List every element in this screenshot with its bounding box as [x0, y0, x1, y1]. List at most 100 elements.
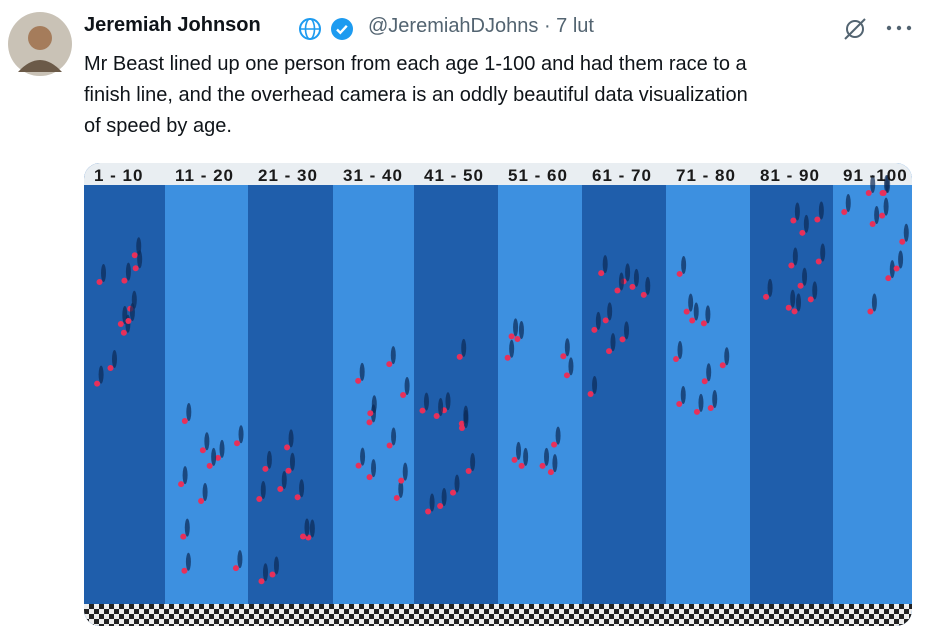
runner: [815, 258, 822, 265]
lane: [750, 163, 833, 626]
lane-label: 11 - 20: [175, 166, 234, 185]
runner: [563, 372, 570, 379]
runner: [450, 489, 457, 496]
runner: [788, 262, 795, 269]
runner: [693, 408, 700, 415]
runner: [885, 275, 892, 282]
runner-shadow: [299, 479, 305, 498]
runner-shadow: [238, 425, 244, 444]
runner: [867, 308, 874, 315]
runner-shadow: [523, 447, 529, 466]
runner-shadow: [564, 338, 570, 357]
runner: [120, 329, 127, 336]
finish-line: [84, 604, 912, 626]
runner-shadow: [289, 452, 295, 471]
runner-shadow: [129, 302, 135, 321]
runner-shadow: [796, 293, 802, 312]
tweet-text: of speed by age.: [84, 115, 232, 137]
runner: [587, 391, 594, 398]
runner-shadow: [513, 318, 519, 337]
lane: [165, 163, 248, 626]
runner: [437, 503, 444, 510]
runner-shadow: [871, 293, 877, 312]
runner: [629, 283, 636, 290]
runner: [763, 293, 770, 300]
runner-shadow: [544, 447, 550, 466]
runner: [94, 380, 101, 387]
lane: [666, 163, 750, 626]
runner-shadow: [516, 441, 522, 460]
runner: [551, 441, 558, 448]
runner: [683, 308, 690, 315]
runner-shadow: [712, 389, 718, 408]
runner-shadow: [398, 479, 404, 498]
runner-shadow: [204, 432, 210, 451]
runner: [591, 326, 598, 333]
globe-icon: [299, 18, 321, 40]
lane-label: 71 - 80: [676, 166, 736, 185]
author-handle[interactable]: @JeremiahDJohns · 7 lut: [368, 15, 594, 38]
runner-shadow: [792, 247, 798, 266]
runner: [676, 270, 683, 277]
timestamp: · 7 lut: [543, 15, 594, 37]
runner: [719, 362, 726, 369]
runner: [785, 304, 792, 311]
runner-shadow: [391, 427, 397, 446]
runner-shadow: [185, 552, 191, 571]
runner-shadow: [288, 429, 294, 448]
lane: [498, 163, 582, 626]
runner-shadow: [438, 397, 444, 416]
runner-shadow: [260, 480, 266, 499]
runner: [893, 265, 900, 272]
runner: [807, 296, 814, 303]
runner: [899, 238, 906, 245]
runner-shadow: [698, 393, 704, 412]
runner: [132, 265, 139, 272]
runner-shadow: [607, 302, 613, 321]
runner: [689, 317, 696, 324]
runner: [121, 277, 128, 284]
lane-label: 91 -100: [843, 166, 908, 185]
runner: [797, 282, 804, 289]
runner-shadow: [429, 493, 435, 512]
runner: [367, 410, 374, 417]
runner-shadow: [111, 350, 117, 369]
lane-label: 51 - 60: [508, 166, 568, 185]
runner-shadow: [461, 338, 467, 357]
runner-shadow: [371, 459, 377, 478]
runner: [178, 481, 185, 488]
runner-shadow: [645, 276, 651, 295]
runner: [514, 335, 521, 342]
runner-shadow: [602, 255, 608, 274]
runner: [284, 444, 291, 451]
runner-shadow: [610, 333, 616, 352]
runner: [707, 404, 714, 411]
runner: [198, 498, 205, 505]
runner: [791, 308, 798, 315]
runner-shadow: [595, 311, 601, 330]
runner-shadow: [767, 278, 773, 297]
author-name[interactable]: Jeremiah Johnson: [84, 14, 261, 36]
tweet-text: finish line, and the overhead camera is …: [84, 84, 748, 106]
lane-label: 21 - 30: [258, 166, 318, 185]
runner-shadow: [688, 293, 694, 312]
tweet-image[interactable]: 1 - 10 11 - 20 21 - 30 31 - 40 41 - 50 51 - 6…: [84, 163, 912, 626]
runner: [398, 477, 405, 484]
avatar[interactable]: [8, 12, 72, 76]
runner: [269, 571, 276, 578]
runner: [181, 418, 188, 425]
runner: [199, 447, 206, 454]
runner-shadow: [903, 223, 909, 242]
lane: [84, 163, 165, 626]
runner-shadow: [125, 262, 131, 281]
runner: [676, 400, 683, 407]
runner: [107, 365, 114, 372]
runner: [206, 462, 213, 469]
runner: [619, 336, 626, 343]
runner: [673, 356, 680, 363]
grok-icon[interactable]: [842, 16, 868, 42]
more-button[interactable]: [884, 22, 914, 34]
runner: [458, 425, 465, 432]
runner-shadow: [463, 410, 469, 429]
runner: [96, 279, 103, 286]
